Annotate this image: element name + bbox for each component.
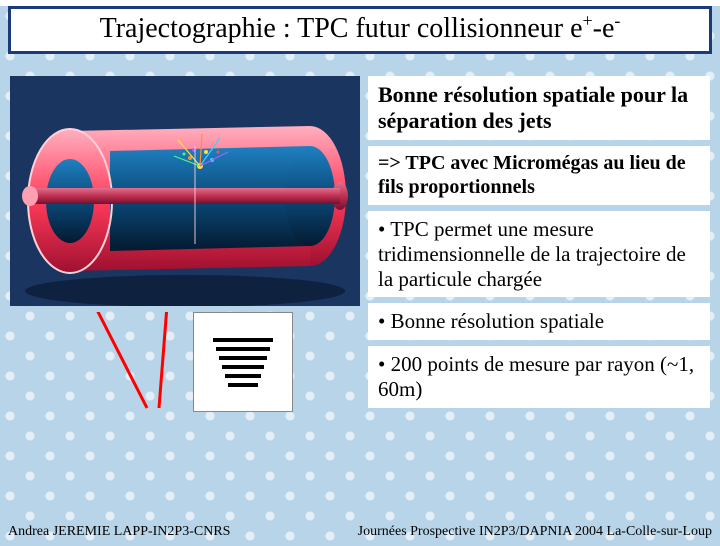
bar-line xyxy=(219,356,267,360)
title-text-prefix: Trajectographie : TPC futur collisionneu… xyxy=(100,13,583,44)
slide-footer: Andrea JEREMIE LAPP-IN2P3-CNRS Journées … xyxy=(8,524,712,540)
text-box-4: • 200 points de mesure par rayon (~1, 60… xyxy=(368,346,710,408)
detector-svg xyxy=(10,76,360,306)
detector-figure xyxy=(10,76,360,306)
left-column xyxy=(10,76,360,412)
title-sup2: - xyxy=(614,11,620,31)
endcap-bars-icon xyxy=(193,312,293,412)
bar-line xyxy=(216,347,270,351)
right-column: Bonne résolution spatiale pour la sépara… xyxy=(368,76,710,412)
text-box-0: Bonne résolution spatiale pour la sépara… xyxy=(368,76,710,140)
title-sup1: + xyxy=(583,11,593,31)
footer-author: Andrea JEREMIE LAPP-IN2P3-CNRS xyxy=(8,524,230,540)
red-pointer-lines xyxy=(77,312,187,412)
bars-stack xyxy=(213,332,273,392)
bar-line xyxy=(222,365,264,369)
footer-event: Journées Prospective IN2P3/DAPNIA 2004 L… xyxy=(358,524,712,540)
bar-line xyxy=(228,383,258,387)
text-box-1: => TPC avec Micromégas au lieu de fils p… xyxy=(368,146,710,205)
text-box-2: • TPC permet une mesure tridimensionnell… xyxy=(368,211,710,297)
slide-title: Trajectographie : TPC futur collisionneu… xyxy=(8,6,712,54)
bar-line xyxy=(213,338,273,342)
title-text-mid: -e xyxy=(593,13,615,44)
bar-line xyxy=(225,374,261,378)
pointer-and-icon xyxy=(77,312,293,412)
slide-content: Trajectographie : TPC futur collisionneu… xyxy=(0,6,720,546)
text-box-3: • Bonne résolution spatiale xyxy=(368,303,710,340)
main-row: Bonne résolution spatiale pour la sépara… xyxy=(10,76,710,412)
